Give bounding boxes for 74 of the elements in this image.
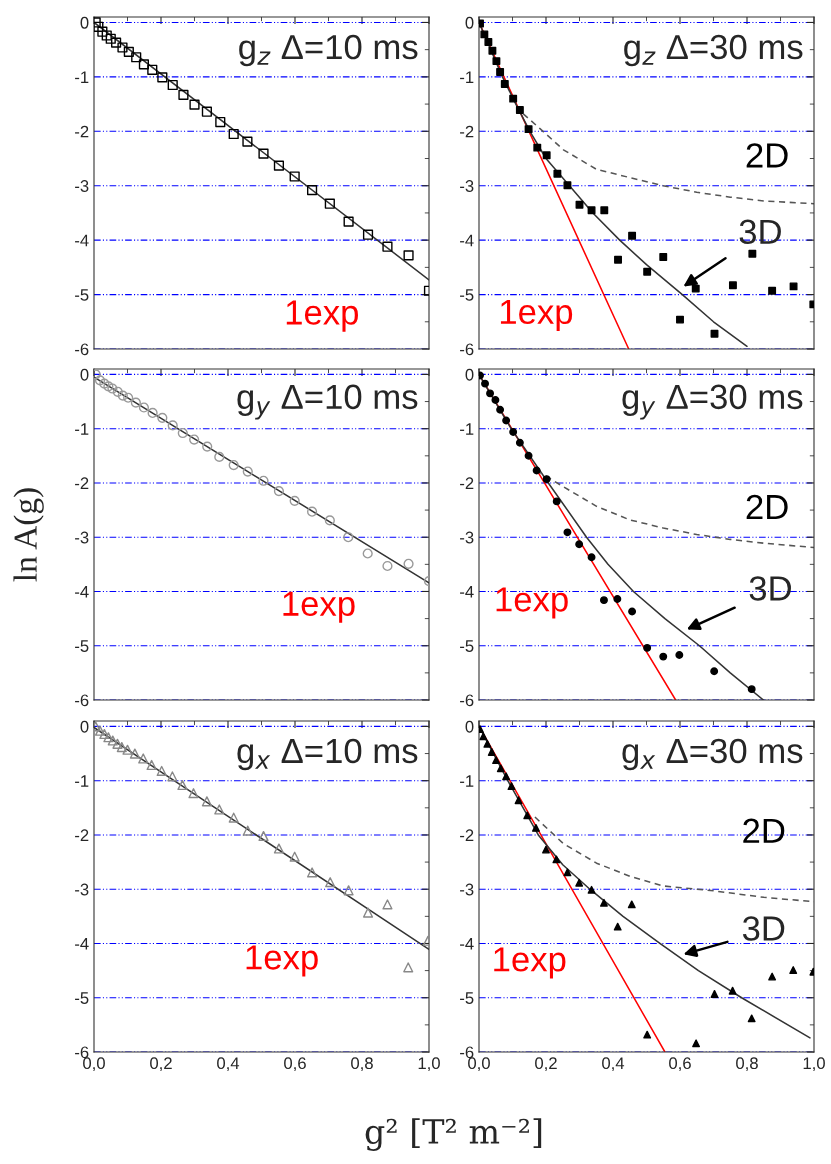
chart-title: g$_{x}$ Δ=10 ms: [237, 738, 418, 771]
y-tick-label: -6: [75, 343, 89, 356]
y-tick-label: 0: [80, 16, 89, 29]
y-tick-label: -4: [460, 586, 474, 598]
y-tick-label: -5: [460, 992, 474, 1004]
x-tick-label: 0,2: [535, 1057, 557, 1072]
chart-title: g$_{y}$ Δ=30 ms: [622, 384, 803, 420]
y-tick-label: -1: [75, 71, 89, 83]
chart-title: g$_{x}$ Δ=30 ms: [622, 738, 803, 771]
y-tick-label: -2: [460, 477, 474, 489]
y-tick-label: 0: [80, 720, 89, 733]
annotation: 3D: [742, 916, 785, 941]
y-axis-title: ln A(g): [13, 488, 44, 582]
annotation: 3D: [749, 576, 791, 601]
x-tick-label: 1,0: [803, 1057, 825, 1072]
y-tick-label: -6: [460, 1046, 474, 1059]
y-tick-label: -6: [75, 694, 89, 707]
y-tick-label: -6: [460, 694, 474, 707]
y-tick-label: -4: [460, 234, 474, 247]
x-tick-label: 0,0: [468, 1057, 490, 1072]
y-tick-label: -4: [75, 234, 89, 247]
x-tick-label: 0,6: [284, 1057, 306, 1072]
x-tick-label: 0,8: [351, 1057, 373, 1072]
y-tick-label: -1: [75, 423, 89, 435]
y-tick-label: -3: [75, 180, 89, 192]
annotation: 1exp: [494, 947, 566, 979]
x-tick-label: 0,4: [602, 1057, 625, 1072]
annotation: 1exp: [246, 945, 318, 977]
annotation: 3D: [739, 219, 781, 245]
x-tick-label: 0,8: [736, 1057, 758, 1072]
y-tick-label: -1: [460, 775, 474, 787]
y-tick-label: -4: [460, 938, 474, 950]
annotation: 1exp: [496, 587, 568, 619]
y-tick-label: 0: [465, 720, 474, 733]
y-tick-label: -3: [460, 180, 474, 192]
x-tick-label: 0,0: [83, 1057, 105, 1072]
y-tick-label: -1: [75, 775, 89, 787]
y-tick-label: -5: [75, 992, 89, 1004]
y-tick-label: -1: [460, 423, 474, 435]
annotation: 1exp: [500, 299, 573, 331]
y-tick-label: -1: [460, 71, 474, 83]
y-tick-label: -6: [75, 1046, 89, 1059]
y-tick-label: -5: [75, 640, 89, 652]
y-tick-label: 0: [465, 16, 474, 29]
chart-title: g$_{z}$ Δ=10 ms: [239, 34, 418, 67]
annotation: 1exp: [283, 591, 355, 623]
y-tick-label: -4: [75, 586, 89, 598]
y-tick-label: -3: [75, 531, 89, 544]
y-tick-label: -2: [460, 829, 474, 841]
y-tick-label: 0: [465, 368, 474, 381]
annotation: 2D: [746, 494, 788, 519]
y-tick-label: -4: [75, 938, 89, 950]
y-tick-label: -2: [75, 477, 89, 489]
x-tick-label: 0,4: [217, 1057, 240, 1072]
y-tick-label: -3: [460, 531, 474, 544]
x-axis-title: g² [T² m⁻²]: [365, 1118, 542, 1151]
x-tick-label: 1,0: [418, 1057, 440, 1072]
y-tick-label: -2: [460, 125, 474, 138]
chart-title: g$_{z}$ Δ=30 ms: [624, 34, 803, 67]
annotation: 2D: [743, 818, 785, 843]
y-tick-label: -2: [75, 829, 89, 841]
x-tick-label: 0,6: [669, 1057, 691, 1072]
x-tick-label: 0,2: [150, 1057, 172, 1072]
annotation: 2D: [746, 143, 788, 168]
y-tick-label: -2: [75, 125, 89, 138]
chart-title: g$_{y}$ Δ=10 ms: [237, 384, 418, 420]
y-tick-label: -3: [460, 883, 474, 896]
y-tick-label: -5: [460, 289, 474, 301]
annotation: 1exp: [286, 300, 358, 332]
y-tick-label: -6: [460, 343, 474, 356]
y-tick-label: -3: [75, 883, 89, 896]
y-tick-label: -5: [75, 289, 89, 301]
y-tick-label: -5: [460, 640, 474, 652]
y-tick-label: 0: [80, 368, 89, 381]
